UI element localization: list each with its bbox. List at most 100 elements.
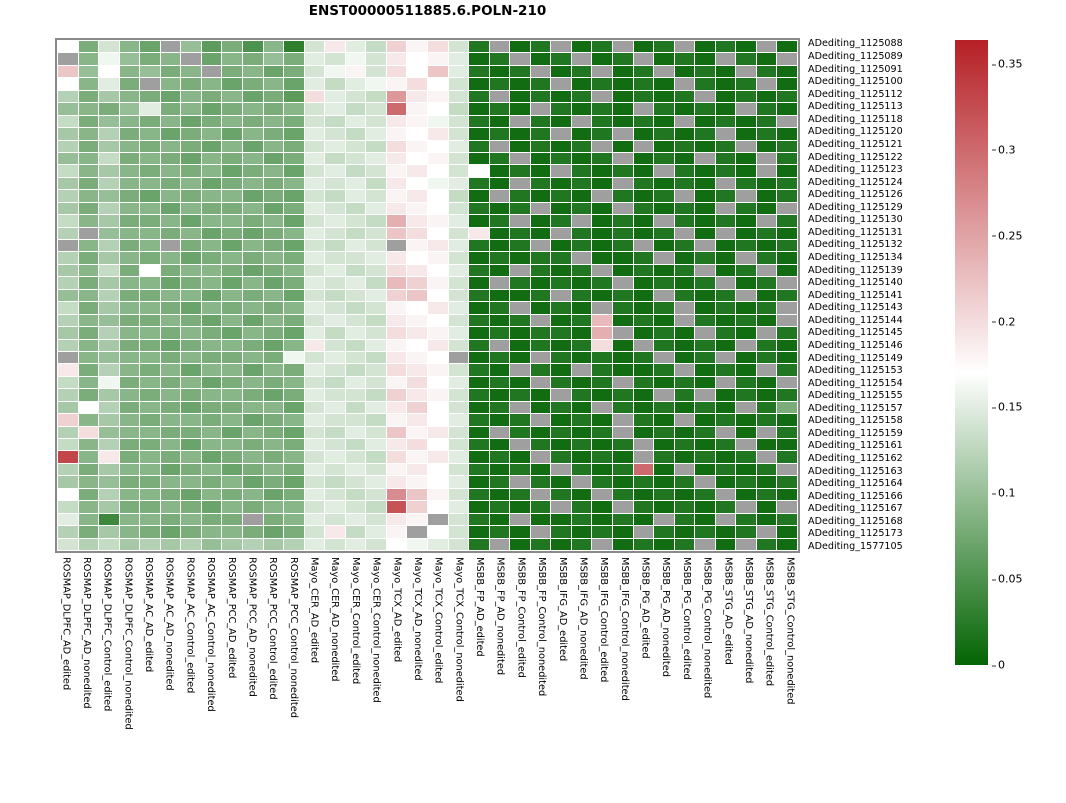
heatmap-cell [345, 240, 366, 252]
heatmap-cell [489, 152, 510, 165]
heatmap-cell [654, 351, 674, 364]
heatmap-cell [222, 439, 242, 451]
heatmap-cell [119, 439, 140, 451]
heatmap-cell [345, 190, 366, 202]
heatmap-cell [407, 202, 427, 215]
heatmap-cell [263, 103, 284, 115]
heatmap-cell [222, 53, 242, 65]
row-label: ADediting_1125123 [808, 164, 903, 176]
heatmap-cell [99, 140, 119, 152]
heatmap-cell [448, 90, 469, 103]
heatmap-cell [222, 128, 242, 140]
heatmap-cell [612, 240, 633, 252]
heatmap-cell [489, 227, 510, 240]
heatmap-cell [510, 41, 530, 53]
heatmap-cell [715, 339, 736, 351]
heatmap-cell [58, 414, 78, 426]
heatmap-cell [119, 389, 140, 401]
heatmap-cell [181, 526, 201, 538]
heatmap-cell [777, 463, 797, 476]
heatmap-cell [160, 252, 181, 264]
heatmap-cell [407, 389, 427, 401]
heatmap-cell [592, 65, 612, 78]
heatmap-cell [119, 240, 140, 252]
heatmap-cell [612, 351, 633, 364]
heatmap-cell [654, 227, 674, 240]
heatmap-cell [386, 389, 407, 401]
heatmap-cell [715, 41, 736, 53]
heatmap-cell [386, 439, 407, 451]
heatmap-cell [119, 227, 140, 240]
heatmap-cell [242, 327, 263, 339]
heatmap-cell [345, 264, 366, 277]
heatmap-cell [284, 501, 304, 513]
heatmap-cell [242, 140, 263, 152]
heatmap-cell [366, 165, 386, 177]
heatmap-cell [592, 152, 612, 165]
heatmap-cell [551, 501, 571, 513]
heatmap-cell [510, 526, 530, 538]
heatmap-cell [489, 289, 510, 302]
heatmap-cell [756, 190, 777, 202]
heatmap-cell [160, 414, 181, 426]
heatmap-cell [304, 289, 325, 302]
heatmap-cell [325, 439, 345, 451]
heatmap-cell [571, 538, 592, 550]
heatmap-cell [222, 401, 242, 414]
heatmap-cell [448, 277, 469, 289]
heatmap-cell [325, 103, 345, 115]
heatmap-cell [633, 152, 654, 165]
heatmap-cell [571, 90, 592, 103]
heatmap-cell [263, 327, 284, 339]
heatmap-cell [222, 165, 242, 177]
heatmap-cell [448, 202, 469, 215]
heatmap-cell [366, 401, 386, 414]
column-label: ROSMAP_PCC_Control_edited [267, 557, 279, 700]
heatmap-cell [78, 526, 99, 538]
column-label: MSBB_IFG_Control_nonedited [618, 557, 630, 701]
heatmap-cell [140, 177, 160, 190]
heatmap-cell [592, 339, 612, 351]
heatmap-cell [777, 364, 797, 376]
heatmap-cell [633, 414, 654, 426]
heatmap-cell [304, 128, 325, 140]
heatmap-cell [674, 115, 695, 128]
heatmap-cell [715, 78, 736, 90]
column-label: MSBB_STG_AD_nonedited [742, 557, 754, 684]
heatmap-cell [427, 351, 448, 364]
heatmap-cell [263, 526, 284, 538]
heatmap-cell [736, 439, 756, 451]
row-label: ADediting_1125153 [808, 365, 903, 377]
heatmap-cell [654, 264, 674, 277]
heatmap-cell [325, 327, 345, 339]
heatmap-cell [654, 364, 674, 376]
heatmap-cell [304, 389, 325, 401]
heatmap-cell [777, 277, 797, 289]
heatmap-cell [469, 389, 489, 401]
heatmap-cell [58, 177, 78, 190]
row-label: ADediting_1125166 [808, 490, 903, 502]
heatmap-cell [366, 289, 386, 302]
heatmap-cell [427, 414, 448, 426]
heatmap-cell [58, 53, 78, 65]
heatmap-cell [777, 65, 797, 78]
heatmap-cell [469, 41, 489, 53]
heatmap-cell [242, 289, 263, 302]
heatmap-cell [756, 140, 777, 152]
heatmap-cell [489, 439, 510, 451]
heatmap-cell [674, 463, 695, 476]
heatmap-cell [571, 401, 592, 414]
heatmap-cell [386, 364, 407, 376]
heatmap-cell [201, 389, 222, 401]
heatmap-cell [715, 240, 736, 252]
heatmap-cell [674, 526, 695, 538]
row-label: ADediting_1125168 [808, 515, 903, 527]
heatmap-cell [119, 538, 140, 550]
heatmap-cell [201, 426, 222, 439]
heatmap-cell [263, 115, 284, 128]
heatmap-cell [715, 526, 736, 538]
heatmap-cell [448, 351, 469, 364]
heatmap-cell [284, 289, 304, 302]
heatmap-cell [695, 103, 715, 115]
heatmap-cell [427, 327, 448, 339]
